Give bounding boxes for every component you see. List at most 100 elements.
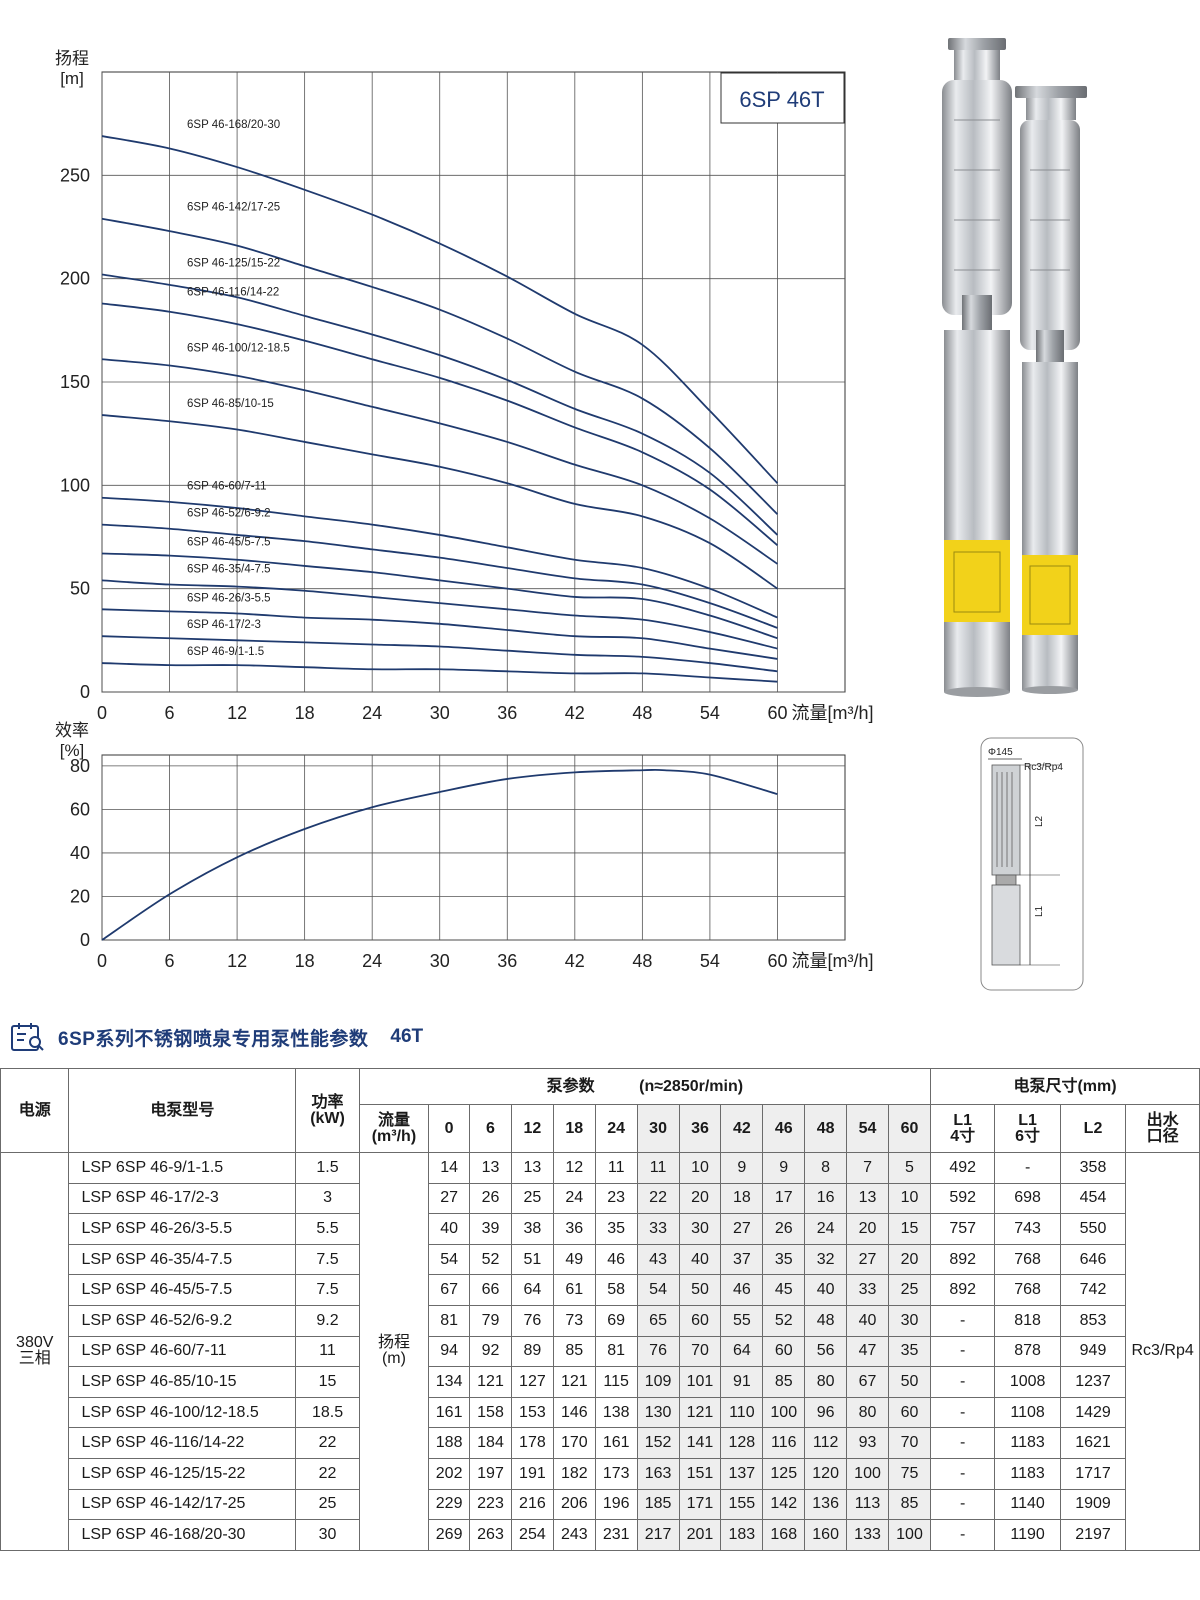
head-label-cell: 扬程 (m)	[358, 1152, 430, 1551]
table-row: LSP 6SP 46-142/17-25 25 229 223 216 206 196 185…	[1, 1488, 1200, 1521]
table-row: LSP 6SP 46-85/10-15 15 134 121 127 121 115 109 1…	[1, 1366, 1200, 1398]
head-value-cell: 161	[428, 1396, 471, 1429]
head-value-cell: 49	[552, 1243, 596, 1276]
head-value-cell: 100	[762, 1396, 806, 1429]
y-axis-label: 效率	[55, 721, 89, 740]
head-value-cell: 121	[469, 1366, 512, 1398]
head-value-cell: 155	[720, 1488, 764, 1521]
series-line	[101, 579, 778, 650]
head-value-cell: 120	[804, 1457, 848, 1490]
head-value-cell: 18	[720, 1182, 764, 1215]
head-value-cell: 39	[469, 1213, 512, 1245]
head-value-cell: 40	[678, 1243, 722, 1276]
l2-cell: 2197	[1059, 1519, 1127, 1551]
head-value-cell: 80	[804, 1366, 848, 1398]
head-value-cell: 7	[846, 1152, 889, 1184]
head-value-cell: 202	[428, 1457, 471, 1490]
l2-cell: 1429	[1059, 1396, 1127, 1429]
table-row: 380V 三相 LSP 6SP 46-9/1-1.5 1.5 扬程 (m) 14 13 13 12…	[0, 1152, 1200, 1551]
x-tick-label: 24	[362, 703, 382, 723]
head-value-cell: 141	[678, 1427, 722, 1459]
head-value-cell: 91	[720, 1366, 764, 1398]
head-value-cell: 217	[636, 1519, 680, 1551]
head-value-cell: 269	[428, 1519, 471, 1551]
x-tick-label: 42	[565, 703, 585, 723]
head-value-cell: 79	[469, 1304, 512, 1337]
power-cell: 22	[295, 1427, 360, 1459]
head-value-cell: 73	[552, 1304, 596, 1337]
head-value-cell: 153	[510, 1396, 554, 1429]
head-value-cell: 254	[510, 1519, 554, 1551]
head-value-cell: 76	[636, 1335, 680, 1368]
series-label: 6SP 46-35/4-7.5	[187, 563, 271, 575]
power-cell: 7.5	[295, 1274, 360, 1306]
head-value-cell: 20	[846, 1213, 889, 1245]
model-title-box: 6SP 46T	[720, 72, 845, 124]
l1-6in-cell: 768	[994, 1274, 1061, 1306]
l1-4in-cell: 592	[930, 1182, 996, 1215]
section-title: 6SP系列不锈钢喷泉专用泵性能参数	[58, 1028, 369, 1050]
head-value-cell: 125	[762, 1457, 806, 1490]
model-cell: LSP 6SP 46-142/17-25	[68, 1488, 297, 1521]
head-value-cell: 197	[469, 1457, 512, 1490]
x-tick-label: 12	[227, 703, 247, 723]
header-l2: L2	[1059, 1104, 1127, 1153]
head-value-cell: 173	[594, 1457, 638, 1490]
l1-6in-cell: 743	[994, 1213, 1061, 1245]
table-row: LSP 6SP 46-17/2-3 3 27 26 25 24 23 22 20 18 17 16 13…	[1, 1182, 1200, 1215]
head-value-cell: 121	[678, 1396, 722, 1429]
flow-header-42: 42	[720, 1104, 764, 1153]
header-flow: 流量 (m³/h)	[358, 1104, 430, 1153]
head-value-cell: 36	[552, 1213, 596, 1245]
head-value-cell: 40	[804, 1274, 848, 1306]
power-source-cell: 380V 三相	[0, 1152, 70, 1551]
head-value-cell: 113	[846, 1488, 889, 1521]
head-value-cell: 30	[678, 1213, 722, 1245]
power-cell: 15	[295, 1366, 360, 1398]
model-cell: LSP 6SP 46-17/2-3	[68, 1182, 297, 1215]
y-tick-label: 0	[80, 930, 90, 950]
table-row: LSP 6SP 46-35/4-7.5 7.5 54 52 51 49 46 43 40 37 35…	[1, 1243, 1200, 1276]
l1-4in-cell: -	[930, 1304, 996, 1337]
series-line	[101, 635, 778, 673]
head-value-cell: 75	[887, 1457, 932, 1490]
model-cell: LSP 6SP 46-168/20-30	[68, 1519, 297, 1551]
flow-header-18: 18	[552, 1104, 596, 1153]
y-tick-label: 80	[70, 756, 90, 776]
head-value-cell: 146	[552, 1396, 596, 1429]
series-line	[101, 414, 778, 590]
flow-header-36: 36	[678, 1104, 722, 1153]
series-line	[101, 768, 778, 941]
l1-4in-cell: -	[930, 1396, 996, 1429]
head-value-cell: 25	[510, 1182, 554, 1215]
x-tick-label: 42	[565, 951, 585, 971]
head-value-cell: 76	[510, 1304, 554, 1337]
title-frame	[720, 72, 845, 124]
head-value-cell: 46	[594, 1243, 638, 1276]
head-value-cell: 24	[804, 1213, 848, 1245]
head-value-cell: 81	[594, 1335, 638, 1368]
model-cell: LSP 6SP 46-52/6-9.2	[68, 1304, 297, 1337]
head-value-cell: 67	[428, 1274, 471, 1306]
x-tick-label: 54	[700, 703, 720, 723]
l1-6in-cell: 818	[994, 1304, 1061, 1337]
head-value-cell: 11	[636, 1152, 680, 1184]
header-dimensions: 电泵尺寸(mm)	[930, 1068, 1200, 1105]
head-value-cell: 89	[510, 1335, 554, 1368]
x-tick-label: 6	[165, 951, 175, 971]
x-tick-label: 0	[97, 703, 107, 723]
head-value-cell: 26	[469, 1182, 512, 1215]
head-value-cell: 160	[804, 1519, 848, 1551]
model-cell: LSP 6SP 46-9/1-1.5	[68, 1152, 297, 1184]
head-value-cell: 137	[720, 1457, 764, 1490]
header-power-source: 电源	[0, 1068, 70, 1153]
series-line	[101, 302, 779, 546]
head-value-cell: 47	[846, 1335, 889, 1368]
series-label: 6SP 46-17/2-3	[187, 619, 261, 631]
y-tick-label: 0	[80, 682, 90, 702]
head-value-cell: 60	[678, 1304, 722, 1337]
power-cell: 18.5	[295, 1396, 360, 1429]
table-row: LSP 6SP 46-168/20-30 30 269 263 254 243 231 217…	[1, 1519, 1200, 1551]
head-value-cell: 20	[887, 1243, 932, 1276]
head-value-cell: 27	[720, 1213, 764, 1245]
